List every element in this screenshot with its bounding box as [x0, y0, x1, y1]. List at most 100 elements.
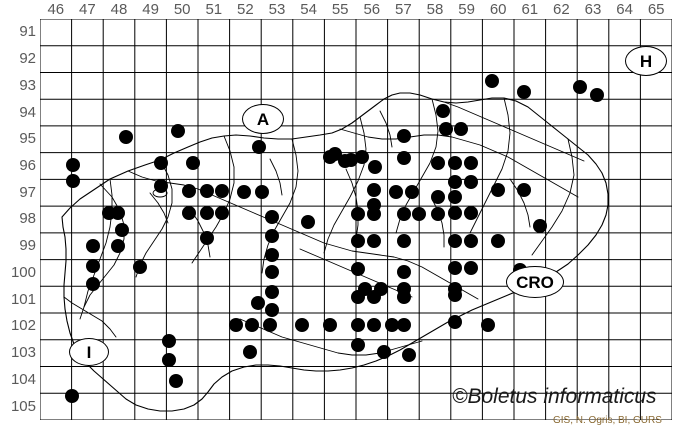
country-badge-label: CRO — [516, 272, 554, 292]
occurrence-dot — [491, 234, 505, 248]
occurrence-dot — [464, 234, 478, 248]
occurrence-dot — [200, 231, 214, 245]
occurrence-dot — [182, 184, 196, 198]
country-badge-austria: A — [242, 104, 284, 134]
occurrence-dot — [573, 80, 587, 94]
occurrence-dot — [385, 318, 399, 332]
occurrence-dot — [215, 184, 229, 198]
x-axis-label: 59 — [458, 1, 475, 18]
occurrence-dot — [265, 303, 279, 317]
occurrence-dot — [251, 296, 265, 310]
y-axis-label: 91 — [19, 23, 36, 41]
occurrence-dot — [389, 185, 403, 199]
country-badge-croatia: CRO — [506, 266, 564, 298]
occurrence-dot — [255, 185, 269, 199]
country-badge-label: H — [639, 51, 653, 71]
x-axis-label: 56 — [363, 1, 381, 18]
y-axis-label: 100 — [10, 263, 36, 281]
occurrence-dot — [252, 140, 266, 154]
occurrence-dot — [295, 318, 309, 332]
occurrence-dot — [367, 290, 381, 304]
occurrence-dot — [464, 206, 478, 220]
y-axis-label: 96 — [19, 157, 36, 174]
x-axis-label: 63 — [584, 1, 602, 18]
occurrence-dot — [351, 318, 365, 332]
y-axis-label: 98 — [19, 210, 36, 228]
occurrence-dot — [86, 277, 100, 291]
occurrence-dot — [448, 190, 462, 204]
occurrence-dot — [243, 345, 257, 359]
country-badge-hungary: H — [625, 46, 667, 76]
occurrence-dot — [397, 234, 411, 248]
x-axis-label: 58 — [426, 1, 444, 18]
occurrence-dot — [65, 389, 79, 403]
occurrence-dot — [464, 175, 478, 189]
occurrence-dot — [448, 315, 462, 329]
occurrence-dot — [402, 348, 416, 362]
occurrence-dot — [86, 259, 100, 273]
y-axis-label: 105 — [10, 397, 36, 415]
x-axis-label: 62 — [553, 1, 570, 18]
occurrence-dot — [439, 122, 453, 136]
occurrence-dot — [215, 206, 229, 220]
occurrence-dot — [66, 174, 80, 188]
occurrence-dot — [368, 160, 382, 174]
attribution-notice: GIS, N. Ogris, BI, GURS — [553, 415, 662, 426]
occurrence-dot — [265, 248, 279, 262]
occurrence-dot — [200, 184, 214, 198]
occurrence-dot — [154, 156, 168, 170]
occurrence-dot — [448, 288, 462, 302]
occurrence-dot — [485, 74, 499, 88]
occurrence-dot — [301, 215, 315, 229]
occurrence-dot — [367, 183, 381, 197]
occurrence-dot — [412, 207, 426, 221]
occurrence-dot — [397, 265, 411, 279]
occurrence-dot — [367, 318, 381, 332]
x-axis-label: 57 — [395, 1, 412, 18]
occurrence-dot — [397, 151, 411, 165]
occurrence-dot — [351, 262, 365, 276]
occurrence-dot — [448, 261, 462, 275]
x-axis-label: 54 — [300, 1, 317, 18]
y-axis-label: 101 — [10, 290, 36, 308]
occurrence-dot — [265, 265, 279, 279]
occurrence-dot — [431, 190, 445, 204]
occurrence-dot — [590, 88, 604, 102]
occurrence-dot — [323, 150, 337, 164]
occurrence-dot — [448, 175, 462, 189]
x-axis-label: 52 — [237, 1, 254, 18]
occurrence-dot — [119, 130, 133, 144]
occurrence-dot — [405, 185, 419, 199]
occurrence-dot — [377, 345, 391, 359]
x-axis-label: 65 — [647, 1, 665, 18]
occurrence-dot — [397, 129, 411, 143]
country-badge-italy: I — [69, 338, 109, 366]
occurrence-dot — [436, 104, 450, 118]
x-axis-label: 50 — [173, 1, 191, 18]
y-axis-label: 97 — [19, 183, 36, 201]
x-axis-label: 61 — [521, 1, 539, 18]
x-axis-label: 55 — [331, 1, 349, 18]
y-axis-label: 94 — [19, 103, 36, 121]
country-badge-label: A — [256, 109, 270, 129]
occurrence-dot — [162, 353, 176, 367]
occurrence-dot — [86, 239, 100, 253]
occurrence-dot — [431, 156, 445, 170]
occurrence-dot — [265, 210, 279, 224]
occurrence-dot — [397, 290, 411, 304]
occurrence-dot — [115, 223, 129, 237]
occurrence-dot — [237, 185, 251, 199]
occurrence-dot — [517, 183, 531, 197]
occurrence-dot — [186, 156, 200, 170]
occurrence-dot — [169, 374, 183, 388]
occurrence-dot — [263, 318, 277, 332]
occurrence-dot — [200, 206, 214, 220]
occurrence-dot — [182, 206, 196, 220]
map-grid-area — [40, 19, 672, 420]
occurrence-dot — [448, 234, 462, 248]
occurrence-dot — [162, 334, 176, 348]
y-axis-label: 102 — [10, 317, 36, 335]
occurrence-dot — [323, 318, 337, 332]
occurrence-dot — [367, 207, 381, 221]
occurrence-dot — [454, 122, 468, 136]
